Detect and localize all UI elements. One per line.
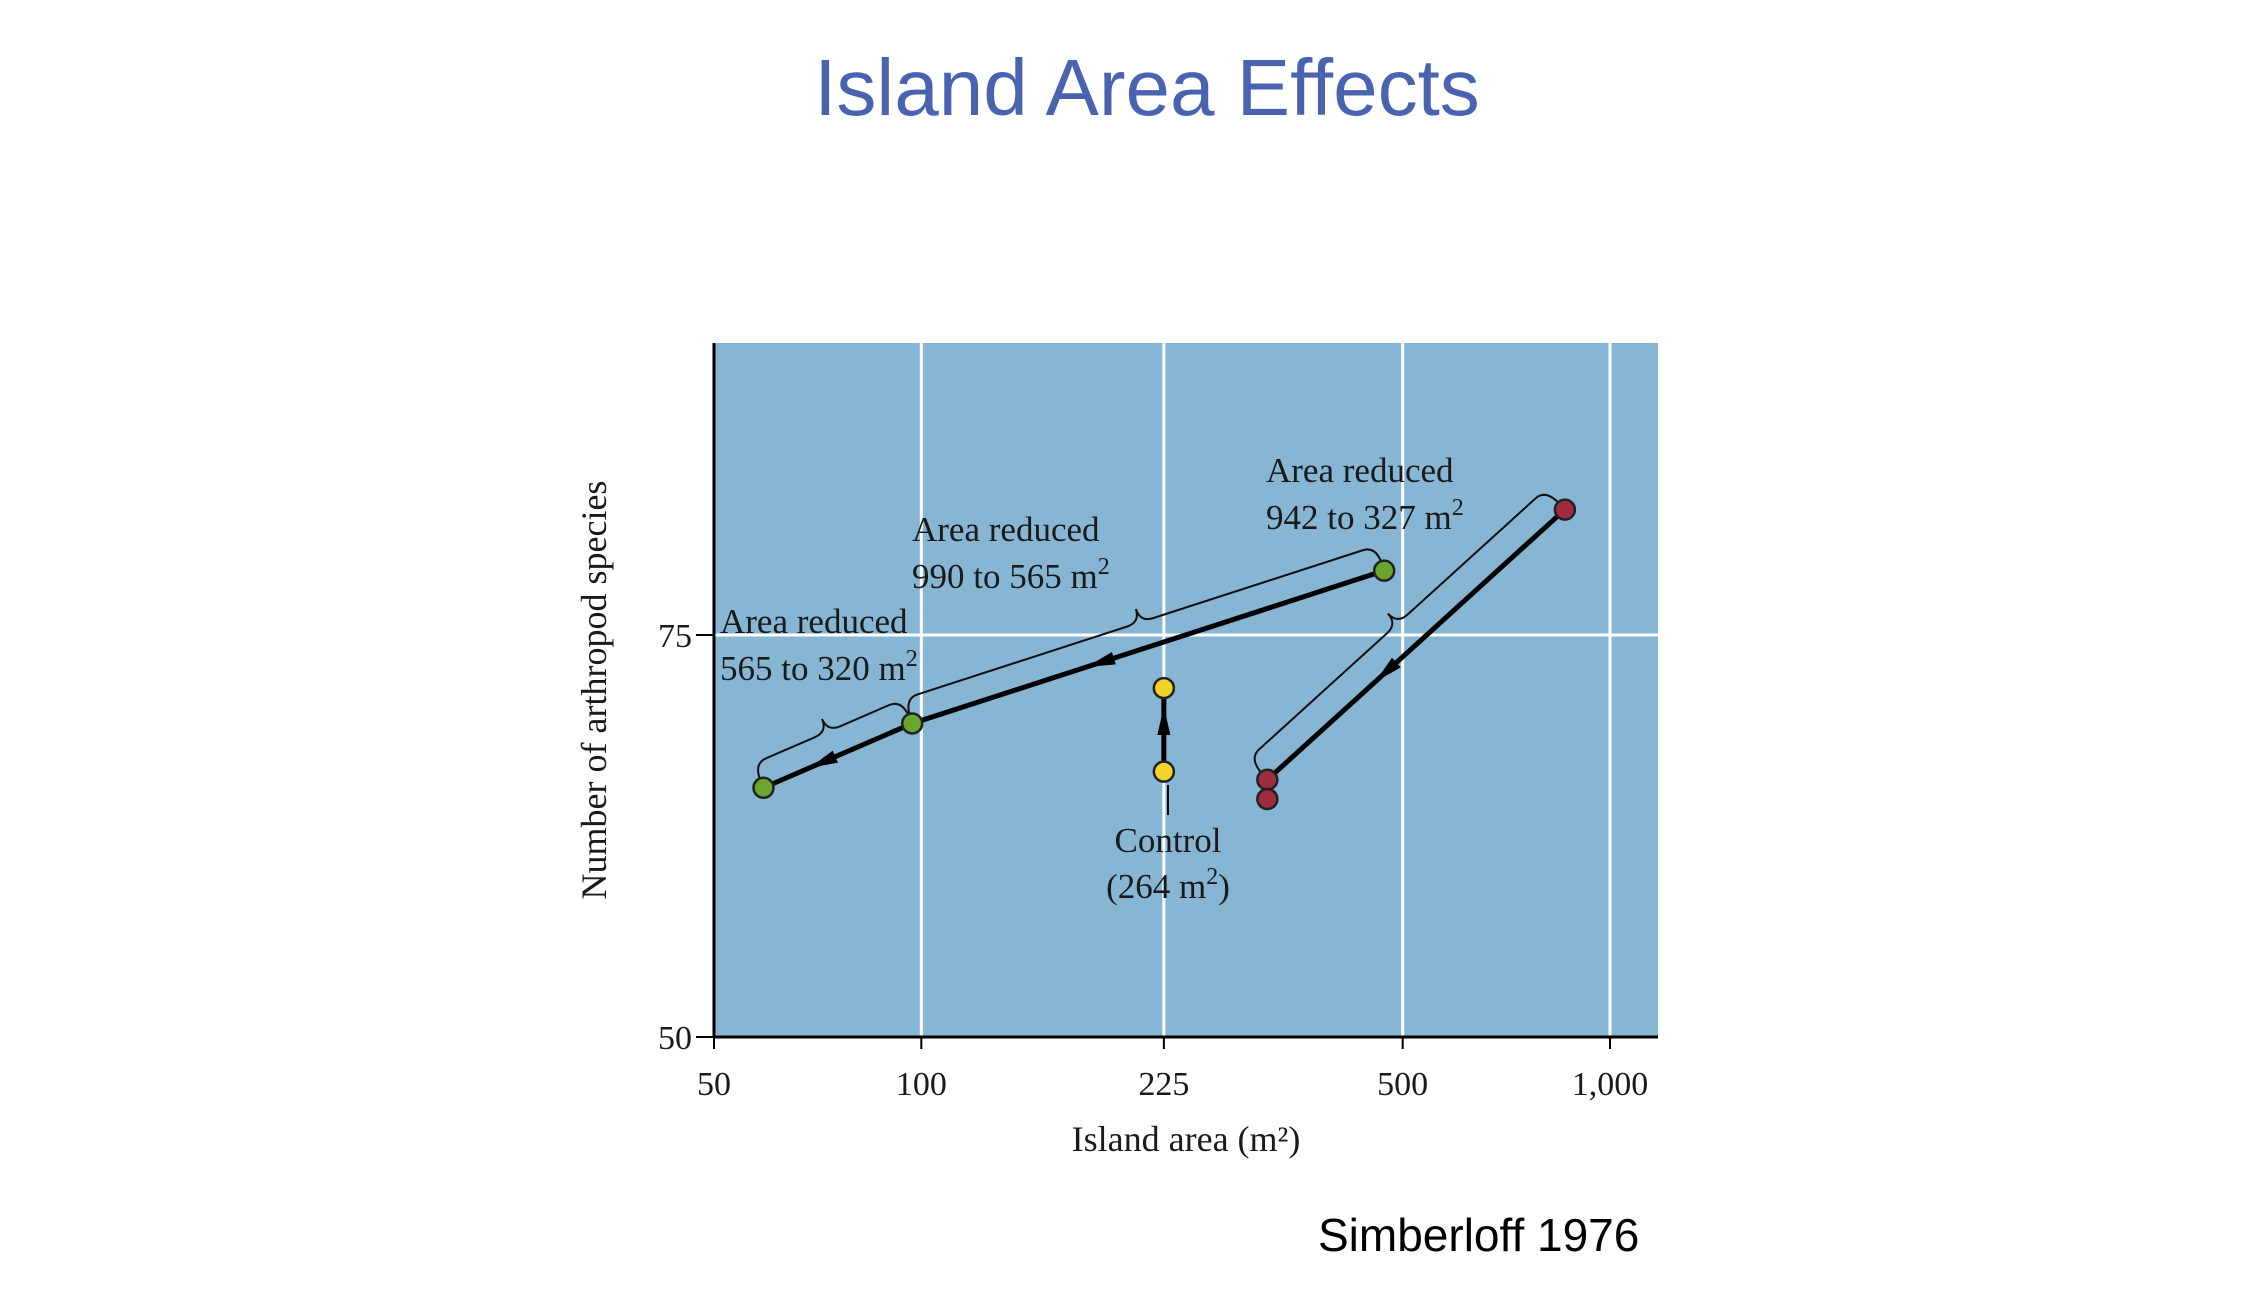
data-point-s1-p1 xyxy=(1152,676,1176,700)
x-tick-label-225: 225 xyxy=(1138,1066,1189,1103)
annotation-942-327-line2: 942 to 327 m2 xyxy=(1266,495,1464,537)
data-point-s2-p2 xyxy=(1256,787,1279,811)
trend-line-red xyxy=(1265,507,1567,782)
slide-title: Island Area Effects xyxy=(814,43,1480,132)
data-point-s1-p0 xyxy=(1152,760,1176,783)
trend-line-green-upper xyxy=(911,568,1385,726)
annotation-565-320-line1: Area reduced xyxy=(720,602,908,641)
trend-lines xyxy=(762,507,1567,791)
plot-background xyxy=(714,343,1658,1037)
data-point-s2-p0 xyxy=(1553,498,1577,521)
citation: Simberloff 1976 xyxy=(1318,1209,1640,1261)
trend-line-green-lower-arrowhead xyxy=(809,750,838,768)
trend-line-control-arrowhead xyxy=(1157,706,1171,736)
y-tick-label-75: 75 xyxy=(658,618,692,655)
x-axis-label: Island area (m²) xyxy=(1072,1119,1301,1159)
x-tick-label-100: 100 xyxy=(896,1066,947,1103)
data-point-s0-p2 xyxy=(752,776,775,800)
x-tick-label-1000: 1,000 xyxy=(1572,1066,1649,1103)
annotation-990-565-line2: 990 to 565 m2 xyxy=(912,554,1110,596)
data-point-s0-p0 xyxy=(1372,559,1396,582)
data-point-s2-p1 xyxy=(1256,768,1279,791)
annotation-control-line2: (264 m2) xyxy=(1106,864,1230,906)
axes xyxy=(712,343,1658,1039)
annotation-942-327-line1: Area reduced xyxy=(1266,451,1454,490)
annotation-control-line1: Control xyxy=(1115,821,1222,860)
x-tick-label-500: 500 xyxy=(1377,1066,1428,1103)
trend-line-green-lower xyxy=(762,721,914,791)
y-axis-label: Number of arthropod species xyxy=(574,481,614,900)
tick-marks: 50 100 225 500 1,000 50 75 xyxy=(658,618,1648,1103)
trend-line-green-upper-arrowhead xyxy=(1086,651,1116,667)
y-tick-label-50: 50 xyxy=(658,1020,692,1057)
data-point-s0-p1 xyxy=(900,712,924,735)
trend-line-red-arrowhead xyxy=(1375,657,1401,682)
x-tick-label-50: 50 xyxy=(697,1066,731,1103)
annotation-990-565-line1: Area reduced xyxy=(912,510,1100,549)
data-points xyxy=(752,498,1577,811)
annotation-565-320-line2: 565 to 320 m2 xyxy=(720,646,918,688)
brace-942-327 xyxy=(1253,493,1562,776)
